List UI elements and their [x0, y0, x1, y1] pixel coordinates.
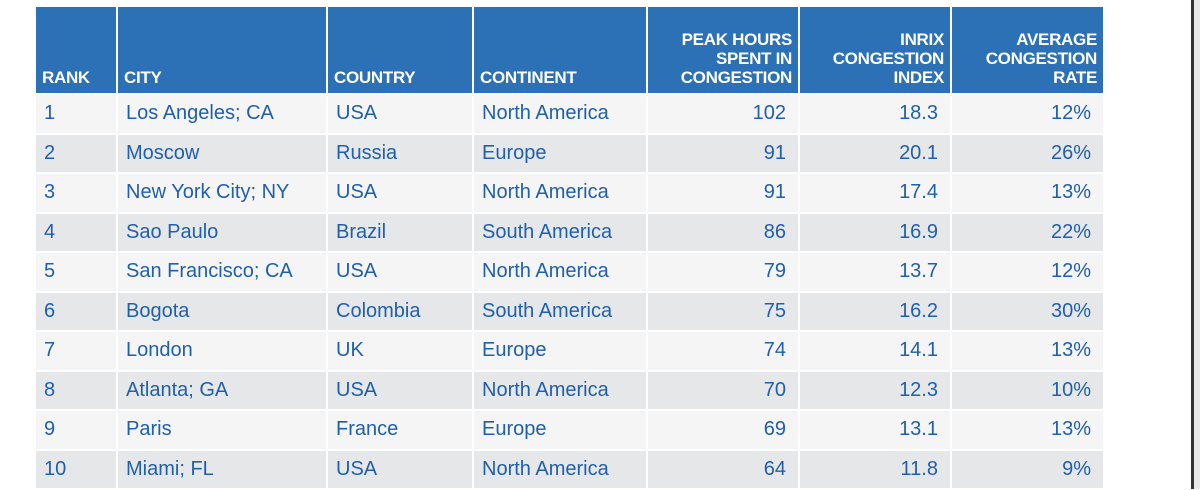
- cell-peak-hours: 70: [648, 371, 798, 409]
- congestion-ranking-table: RANK CITY COUNTRY CONTINENT PEAK HOURS S…: [34, 5, 1105, 490]
- header-country: COUNTRY: [328, 7, 472, 93]
- cell-country: Brazil: [328, 213, 472, 251]
- cell-country: Colombia: [328, 292, 472, 330]
- cell-peak-hours: 102: [648, 95, 798, 133]
- cell-city: Moscow: [118, 134, 326, 172]
- cell-inrix-index: 13.1: [800, 411, 950, 449]
- table-row: 2 Moscow Russia Europe 91 20.1 26%: [36, 134, 1103, 172]
- cell-continent: Europe: [474, 411, 646, 449]
- cell-rank: 7: [36, 332, 116, 370]
- cell-continent: North America: [474, 371, 646, 409]
- cell-country: USA: [328, 95, 472, 133]
- table-row: 6 Bogota Colombia South America 75 16.2 30%: [36, 292, 1103, 330]
- cell-avg-rate: 13%: [952, 174, 1103, 212]
- header-continent: CONTINENT: [474, 7, 646, 93]
- cell-rank: 5: [36, 253, 116, 291]
- cell-peak-hours: 74: [648, 332, 798, 370]
- cell-continent: South America: [474, 292, 646, 330]
- cell-city: Bogota: [118, 292, 326, 330]
- cell-city: Miami; FL: [118, 450, 326, 488]
- cell-rank: 2: [36, 134, 116, 172]
- cell-avg-rate: 10%: [952, 371, 1103, 409]
- table-row: 9 Paris France Europe 69 13.1 13%: [36, 411, 1103, 449]
- table-row: 5 San Francisco; CA USA North America 79 13.7…: [36, 253, 1103, 291]
- table-row: 7 London UK Europe 74 14.1 13%: [36, 332, 1103, 370]
- cell-avg-rate: 13%: [952, 411, 1103, 449]
- cell-peak-hours: 69: [648, 411, 798, 449]
- cell-country: USA: [328, 253, 472, 291]
- cell-rank: 10: [36, 450, 116, 488]
- table-row: 8 Atlanta; GA USA North America 70 12.3 10%: [36, 371, 1103, 409]
- table-row: 10 Miami; FL USA North America 64 11.8 9%: [36, 450, 1103, 488]
- header-inrix-index: INRIX CONGESTION INDEX: [800, 7, 950, 93]
- cell-avg-rate: 12%: [952, 253, 1103, 291]
- cell-inrix-index: 16.9: [800, 213, 950, 251]
- cell-rank: 1: [36, 95, 116, 133]
- cell-continent: North America: [474, 253, 646, 291]
- cell-peak-hours: 91: [648, 174, 798, 212]
- cell-rank: 9: [36, 411, 116, 449]
- cell-inrix-index: 18.3: [800, 95, 950, 133]
- table-row: 3 New York City; NY USA North America 91 17.4…: [36, 174, 1103, 212]
- cell-city: Sao Paulo: [118, 213, 326, 251]
- cell-avg-rate: 26%: [952, 134, 1103, 172]
- header-city: CITY: [118, 7, 326, 93]
- cell-inrix-index: 12.3: [800, 371, 950, 409]
- cell-city: Atlanta; GA: [118, 371, 326, 409]
- header-avg-rate: AVERAGE CONGESTION RATE: [952, 7, 1103, 93]
- cell-inrix-index: 14.1: [800, 332, 950, 370]
- cell-rank: 8: [36, 371, 116, 409]
- cell-continent: Europe: [474, 332, 646, 370]
- cell-inrix-index: 17.4: [800, 174, 950, 212]
- cell-city: Paris: [118, 411, 326, 449]
- cell-continent: North America: [474, 450, 646, 488]
- cell-peak-hours: 75: [648, 292, 798, 330]
- cell-continent: North America: [474, 95, 646, 133]
- window-edge: [1191, 0, 1194, 489]
- cell-inrix-index: 13.7: [800, 253, 950, 291]
- cell-peak-hours: 64: [648, 450, 798, 488]
- cell-country: Russia: [328, 134, 472, 172]
- cell-country: France: [328, 411, 472, 449]
- cell-peak-hours: 79: [648, 253, 798, 291]
- cell-peak-hours: 86: [648, 213, 798, 251]
- cell-country: UK: [328, 332, 472, 370]
- table-row: 4 Sao Paulo Brazil South America 86 16.9 22%: [36, 213, 1103, 251]
- cell-avg-rate: 30%: [952, 292, 1103, 330]
- table-row: 1 Los Angeles; CA USA North America 102 18.3 1…: [36, 95, 1103, 133]
- cell-continent: Europe: [474, 134, 646, 172]
- cell-peak-hours: 91: [648, 134, 798, 172]
- header-rank: RANK: [36, 7, 116, 93]
- cell-avg-rate: 13%: [952, 332, 1103, 370]
- cell-country: USA: [328, 174, 472, 212]
- cell-city: London: [118, 332, 326, 370]
- cell-country: USA: [328, 450, 472, 488]
- cell-rank: 6: [36, 292, 116, 330]
- cell-inrix-index: 11.8: [800, 450, 950, 488]
- cell-avg-rate: 22%: [952, 213, 1103, 251]
- cell-avg-rate: 9%: [952, 450, 1103, 488]
- cell-country: USA: [328, 371, 472, 409]
- cell-rank: 4: [36, 213, 116, 251]
- window-edge-background: [1194, 0, 1200, 489]
- cell-inrix-index: 16.2: [800, 292, 950, 330]
- cell-inrix-index: 20.1: [800, 134, 950, 172]
- header-row: RANK CITY COUNTRY CONTINENT PEAK HOURS S…: [36, 7, 1103, 93]
- cell-avg-rate: 12%: [952, 95, 1103, 133]
- cell-continent: South America: [474, 213, 646, 251]
- header-peak-hours: PEAK HOURS SPENT IN CONGESTION: [648, 7, 798, 93]
- cell-rank: 3: [36, 174, 116, 212]
- cell-continent: North America: [474, 174, 646, 212]
- cell-city: Los Angeles; CA: [118, 95, 326, 133]
- cell-city: San Francisco; CA: [118, 253, 326, 291]
- cell-city: New York City; NY: [118, 174, 326, 212]
